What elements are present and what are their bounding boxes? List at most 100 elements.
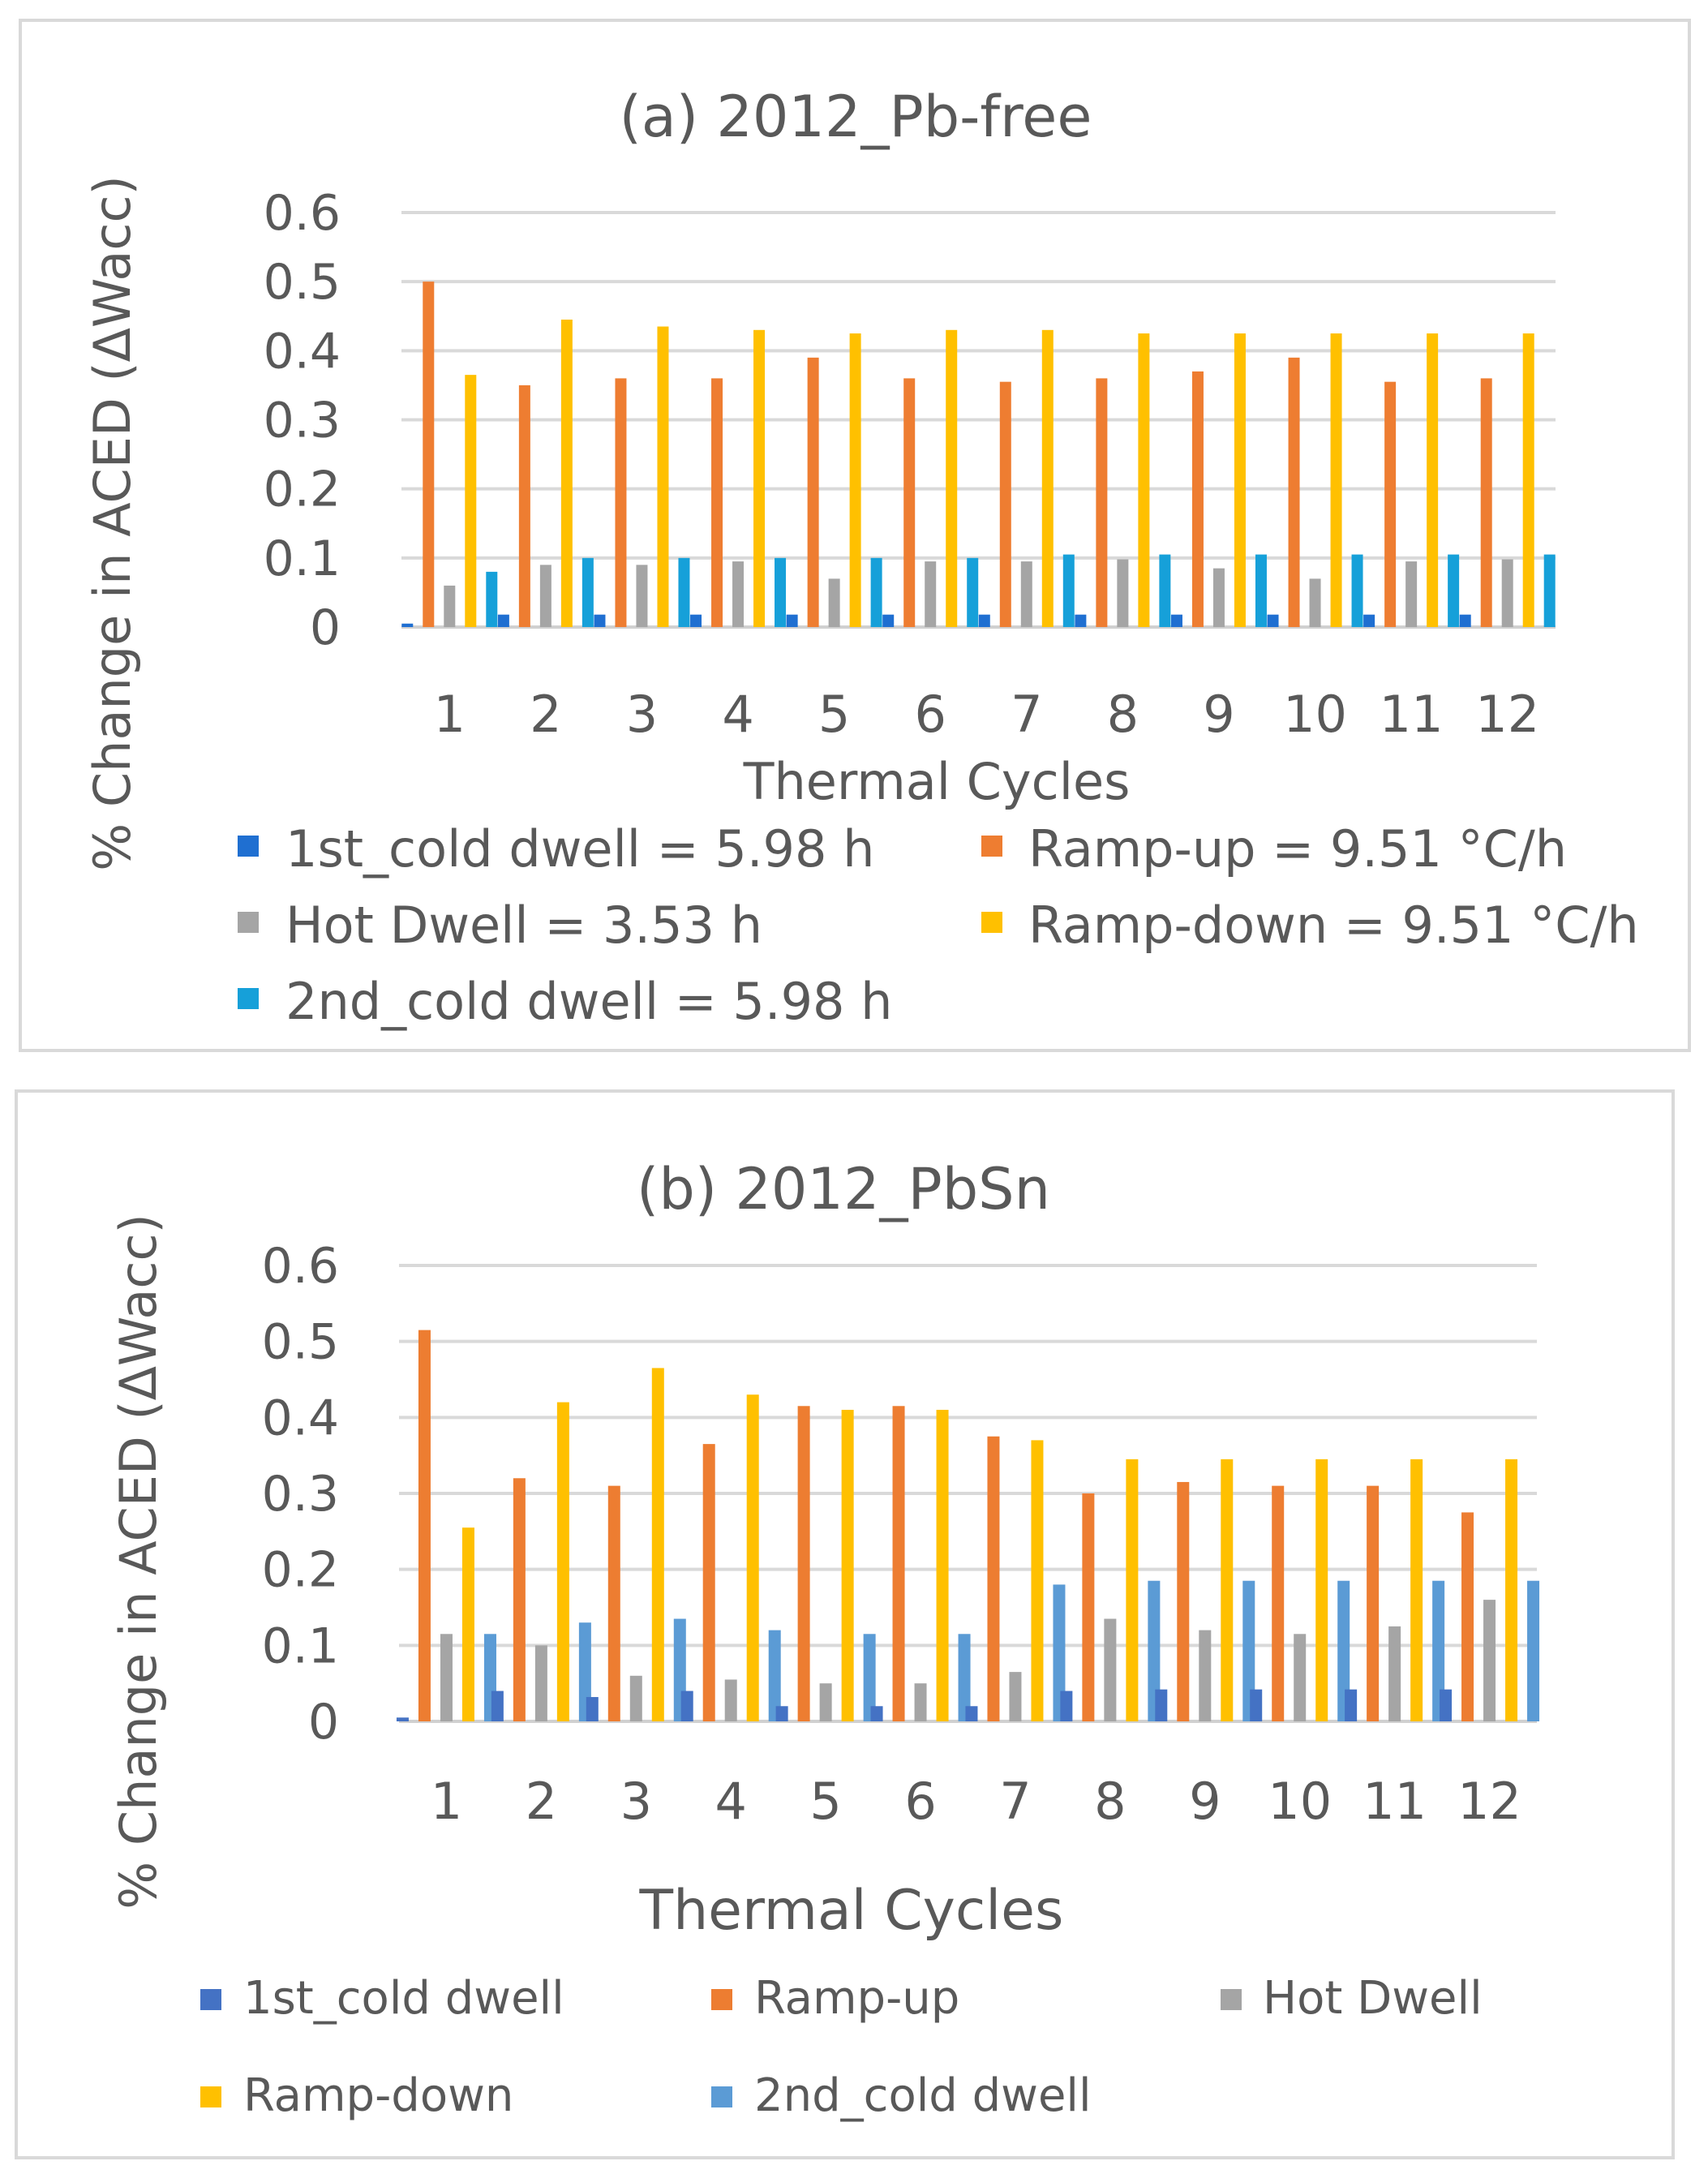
chart-b-plot-area: 00.10.20.30.40.50.61 2 3 4 5 6 7 8 9 10 11 12 [262, 1238, 1540, 1831]
chart-a-bar-ramp-up-cycle-12 [1480, 378, 1492, 627]
chart-a-ytick-label-4: 0.4 [264, 323, 341, 380]
chart-b-bar-ramp-down-cycle-6 [936, 1409, 949, 1721]
chart-b-xtick-label-9: 9 [1189, 1772, 1221, 1831]
chart-a-ytick-label-3: 0.3 [264, 393, 341, 449]
chart-b-bar-ramp-up-cycle-7 [987, 1436, 1000, 1721]
chart-b-bar-ramp-down-cycle-5 [841, 1409, 854, 1721]
chart-a-ytick-label-1: 0.1 [264, 531, 341, 587]
chart-a-xtick-label-5: 5 [818, 685, 850, 744]
chart-b-bar-1st-cold-dwell-cycle-3 [586, 1697, 599, 1721]
chart-a-bar-2nd-cold-dwell-cycle-4 [775, 557, 787, 627]
chart-b-bar-2nd-cold-dwell-cycle-10 [1337, 1580, 1350, 1721]
chart-b-bar-1st-cold-dwell-cycle-10 [1250, 1689, 1263, 1721]
chart-b-bar-2nd-cold-dwell-cycle-11 [1432, 1580, 1445, 1721]
chart-a-bar-ramp-down-cycle-5 [849, 333, 861, 627]
legend-a-swatch-ramp-down [981, 912, 1002, 933]
chart-a-bar-ramp-up-cycle-2 [518, 385, 530, 627]
chart-a-bar-ramp-down-cycle-9 [1234, 333, 1246, 627]
chart-b-bar-1st-cold-dwell-cycle-1 [396, 1717, 409, 1721]
chart-a-bar-2nd-cold-dwell-cycle-3 [678, 557, 690, 627]
chart-a-bar-2nd-cold-dwell-cycle-9 [1255, 554, 1267, 627]
chart-b-ytick-label-5: 0.5 [262, 1314, 339, 1371]
chart-b-xtick-label-8: 8 [1094, 1772, 1126, 1831]
chart-a-bar-2nd-cold-dwell-cycle-10 [1351, 554, 1363, 627]
chart-b-xtick-label-1: 1 [431, 1772, 462, 1831]
legend-b-swatch-ramp-down [200, 2086, 221, 2107]
chart-b-bar-ramp-up-cycle-10 [1272, 1485, 1285, 1721]
chart-b-xtick-label-11: 11 [1363, 1772, 1427, 1831]
chart-a-bar-1st-cold-dwell-cycle-1 [401, 623, 414, 627]
chart-b-bar-1st-cold-dwell-cycle-11 [1345, 1689, 1358, 1721]
chart-b-xtick-label-6: 6 [904, 1772, 936, 1831]
chart-b-bar-hot-dwell-cycle-6 [914, 1683, 927, 1721]
chart-b-bar-hot-dwell-cycle-5 [819, 1683, 832, 1721]
chart-b-bar-ramp-down-cycle-8 [1126, 1459, 1139, 1721]
chart-a-bar-2nd-cold-dwell-cycle-1 [486, 571, 498, 627]
chart-a-bar-1st-cold-dwell-cycle-10 [1267, 614, 1279, 627]
legend-b-swatch-ramp-up [711, 1989, 732, 2010]
chart-a-ytick-label-2: 0.2 [264, 462, 341, 518]
chart-b-ytick-label-4: 0.4 [262, 1390, 339, 1446]
chart-a-bar-2nd-cold-dwell-cycle-11 [1448, 554, 1460, 627]
chart-b-bar-ramp-up-cycle-5 [797, 1406, 810, 1721]
chart-b-bar-1st-cold-dwell-cycle-6 [870, 1706, 883, 1721]
chart-b-bar-2nd-cold-dwell-cycle-7 [1053, 1584, 1066, 1721]
chart-b-bar-2nd-cold-dwell-cycle-12 [1527, 1580, 1540, 1721]
chart-a-bar-ramp-down-cycle-10 [1330, 333, 1342, 627]
chart-b-bar-2nd-cold-dwell-cycle-5 [863, 1634, 876, 1721]
chart-b-bar-2nd-cold-dwell-cycle-2 [578, 1622, 591, 1721]
chart-b-bar-ramp-up-cycle-6 [892, 1406, 905, 1721]
chart-b-bar-hot-dwell-cycle-4 [724, 1679, 737, 1721]
chart-b-bar-hot-dwell-cycle-12 [1483, 1600, 1496, 1721]
chart-b-bar-1st-cold-dwell-cycle-8 [1060, 1691, 1073, 1721]
chart-a-title: (a) 2012_Pb-free [620, 84, 1092, 150]
chart-a-bar-ramp-down-cycle-12 [1522, 333, 1534, 627]
chart-a-bar-ramp-down-cycle-3 [657, 326, 669, 627]
chart-b-bar-1st-cold-dwell-cycle-9 [1155, 1689, 1168, 1721]
chart-a-bar-hot-dwell-cycle-9 [1212, 568, 1225, 627]
chart-a-ytick-label-6: 0.6 [264, 185, 341, 242]
chart-a-bar-2nd-cold-dwell-cycle-6 [967, 557, 979, 627]
chart-a-bar-2nd-cold-dwell-cycle-7 [1062, 554, 1075, 627]
chart-b-ytick-label-6: 0.6 [262, 1238, 339, 1295]
chart-a-bar-1st-cold-dwell-cycle-5 [786, 614, 798, 627]
chart-b-legend: 1st_cold dwell Ramp-up Hot Dwell Ramp-do… [200, 1972, 1483, 2122]
chart-a-ytick-label-5: 0.5 [264, 254, 341, 311]
chart-b-bar-2nd-cold-dwell-cycle-9 [1242, 1580, 1255, 1721]
chart-b-bar-2nd-cold-dwell-cycle-6 [958, 1634, 971, 1721]
chart-b-xlabel: Thermal Cycles [639, 1879, 1064, 1943]
chart-b-ytick-label-1: 0.1 [262, 1618, 339, 1674]
chart-a-bar-ramp-down-cycle-11 [1427, 333, 1439, 627]
legend-b-label-2nd-cold-dwell: 2nd_cold dwell [754, 2069, 1092, 2122]
chart-b-ytick-label-2: 0.2 [262, 1542, 339, 1599]
chart-a-bar-hot-dwell-cycle-2 [539, 565, 551, 627]
chart-a-xtick-label-6: 6 [914, 685, 946, 744]
chart-a-bar-ramp-up-cycle-5 [807, 357, 819, 627]
chart-b-bar-ramp-up-cycle-9 [1177, 1481, 1190, 1721]
chart-a-legend: 1st_cold dwell = 5.98 h Ramp-up = 9.51 °… [238, 819, 1639, 1031]
chart-a-bar-ramp-up-cycle-3 [615, 378, 627, 627]
chart-a-bar-1st-cold-dwell-cycle-7 [978, 614, 990, 627]
legend-a-label-2nd-cold-dwell: 2nd_cold dwell = 5.98 h [285, 972, 892, 1031]
chart-b-xtick-label-3: 3 [620, 1772, 652, 1831]
chart-b-bar-hot-dwell-cycle-10 [1294, 1634, 1307, 1721]
legend-a-swatch-hot-dwell [238, 912, 259, 933]
chart-b-bar-hot-dwell-cycle-11 [1388, 1626, 1401, 1721]
legend-a-label-hot-dwell: Hot Dwell = 3.53 h [285, 896, 762, 955]
chart-a-bar-ramp-up-cycle-6 [903, 378, 916, 627]
chart-b-bar-ramp-up-cycle-4 [702, 1444, 715, 1721]
legend-b-swatch-2nd-cold-dwell [711, 2086, 732, 2107]
chart-a-bar-hot-dwell-cycle-7 [1020, 561, 1032, 627]
chart-b-bar-1st-cold-dwell-cycle-5 [775, 1706, 788, 1721]
chart-b-bar-ramp-up-cycle-1 [418, 1330, 431, 1721]
chart-a-plot-area: 00.10.20.30.40.50.61 2 3 4 5 6 7 8 9 10 11 12 [264, 185, 1556, 744]
chart-b-xtick-label-2: 2 [526, 1772, 557, 1831]
chart-a-bar-ramp-up-cycle-10 [1288, 357, 1300, 627]
chart-a-bar-hot-dwell-cycle-12 [1501, 559, 1513, 627]
legend-b-swatch-hot-dwell [1221, 1989, 1242, 2010]
chart-a-bar-hot-dwell-cycle-8 [1117, 559, 1129, 627]
chart-a-bar-1st-cold-dwell-cycle-11 [1363, 614, 1375, 627]
chart-a-xtick-label-12: 12 [1475, 685, 1539, 744]
chart-a-bar-hot-dwell-cycle-1 [444, 585, 456, 627]
